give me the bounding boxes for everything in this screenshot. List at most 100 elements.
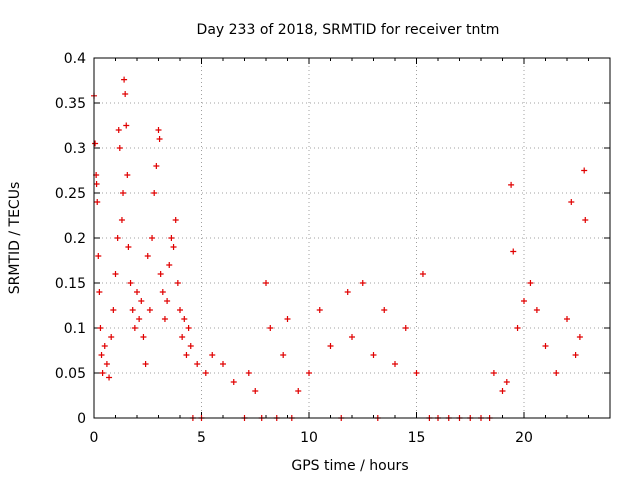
x-tick-label: 15	[408, 430, 426, 446]
data-point	[533, 307, 540, 313]
data-point	[503, 379, 510, 385]
data-point	[99, 370, 106, 376]
data-point	[125, 244, 132, 250]
data-point	[112, 271, 119, 277]
data-point	[413, 370, 420, 376]
data-point	[129, 307, 136, 313]
data-point	[159, 289, 166, 295]
data-point	[185, 325, 192, 331]
data-point	[164, 298, 171, 304]
data-point	[97, 325, 104, 331]
data-point	[177, 307, 183, 313]
data-point	[120, 190, 127, 196]
data-point	[370, 352, 377, 358]
data-point	[146, 307, 153, 313]
data-point	[572, 352, 579, 358]
data-point	[115, 127, 122, 133]
y-axis-ticks: 0 0.05 0.1 0.15 0.2 0.25 0.3 0.35 0.4	[55, 51, 610, 427]
data-point	[349, 334, 355, 340]
data-point	[149, 235, 156, 241]
data-point	[306, 370, 312, 376]
data-point	[116, 145, 123, 151]
chart-title: Day 233 of 2018, SRMTID for receiver tnt…	[197, 22, 500, 38]
y-tick-label: 0.15	[55, 276, 86, 292]
x-tick-label: 5	[197, 430, 206, 446]
x-tick-label: 0	[90, 430, 99, 446]
data-point	[402, 325, 409, 331]
x-tick-label: 10	[300, 430, 318, 446]
data-point	[209, 352, 216, 358]
data-point	[151, 190, 158, 196]
data-point	[94, 199, 101, 205]
data-point	[138, 298, 145, 304]
data-point	[179, 334, 186, 340]
data-point	[230, 379, 237, 385]
data-point	[252, 388, 259, 394]
data-point	[101, 343, 108, 349]
data-point	[170, 244, 177, 250]
data-point	[174, 280, 181, 286]
data-point	[123, 122, 130, 129]
data-point	[156, 136, 163, 142]
data-point	[553, 370, 560, 376]
y-tick-label: 0.2	[64, 231, 86, 247]
data-point	[280, 352, 287, 358]
data-point	[134, 289, 140, 295]
data-point	[344, 289, 351, 295]
data-point	[93, 181, 100, 187]
data-point	[118, 217, 125, 223]
data-point	[284, 316, 291, 322]
x-tick-label: 20	[515, 430, 533, 446]
grid-lines	[94, 58, 610, 418]
x-axis-label: GPS time / hours	[291, 458, 408, 474]
data-point	[166, 262, 173, 268]
data-point	[103, 361, 110, 367]
y-axis-label: SRMTID / TECUs	[7, 182, 23, 295]
data-point	[194, 361, 201, 367]
data-point	[142, 361, 149, 367]
data-point	[92, 140, 99, 147]
data-point	[122, 91, 129, 97]
data-points	[91, 76, 589, 421]
data-point	[527, 280, 534, 286]
data-point	[419, 271, 426, 277]
data-point	[295, 388, 302, 394]
data-point	[96, 289, 103, 295]
y-tick-label: 0	[77, 411, 86, 427]
data-point	[568, 199, 575, 205]
data-point	[316, 307, 323, 313]
data-point	[121, 76, 128, 83]
data-point	[131, 325, 138, 331]
data-point	[108, 334, 115, 340]
y-tick-label: 0.3	[64, 141, 86, 157]
data-point	[514, 325, 521, 331]
y-tick-label: 0.1	[64, 321, 86, 337]
y-tick-label: 0.4	[64, 51, 86, 67]
data-point	[140, 334, 147, 340]
data-point	[267, 325, 274, 331]
data-point	[124, 172, 131, 178]
data-point	[263, 280, 269, 286]
data-point	[499, 388, 506, 394]
data-point	[510, 248, 517, 255]
data-point	[114, 235, 121, 241]
data-point	[245, 370, 252, 376]
data-point	[187, 343, 194, 349]
data-point	[381, 307, 388, 313]
data-point	[183, 352, 190, 358]
data-point	[168, 235, 175, 241]
data-point	[327, 343, 334, 349]
data-point	[392, 361, 398, 367]
data-point	[157, 271, 164, 277]
data-point	[136, 316, 143, 322]
data-point	[153, 163, 160, 169]
data-point	[110, 307, 117, 313]
data-point	[202, 370, 209, 376]
data-point	[564, 316, 570, 322]
data-point	[576, 334, 583, 340]
data-point	[144, 253, 151, 259]
data-point	[127, 280, 134, 286]
data-point	[95, 253, 102, 259]
y-tick-label: 0.35	[55, 96, 86, 112]
